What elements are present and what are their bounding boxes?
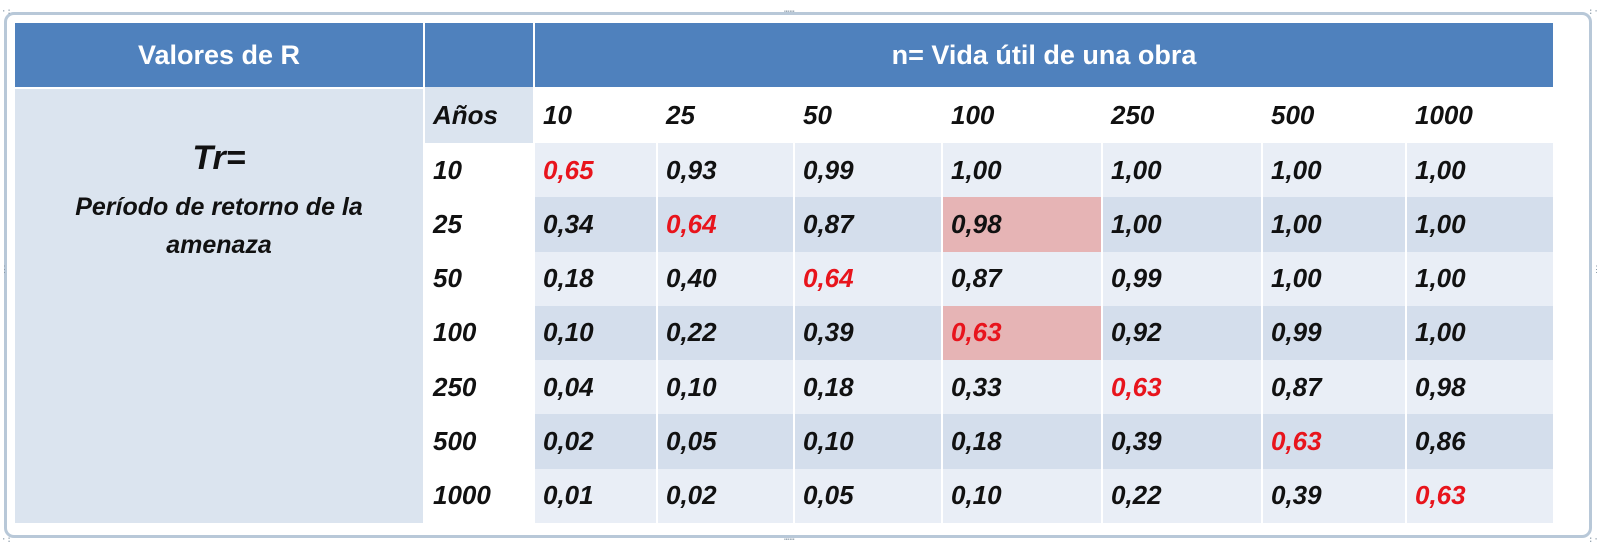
table-cell: 0,10: [535, 305, 656, 361]
table-cell: 0,63: [1263, 414, 1405, 469]
table-cell: 0,02: [658, 468, 793, 523]
row-header-tr: 25: [425, 197, 533, 252]
table-cell: 0,65: [535, 143, 656, 198]
right-resize-handle-icon[interactable]: ⋮: [1592, 265, 1600, 275]
tr-description: Período de retorno de la amenaza: [75, 193, 363, 259]
table-cell: 0,34: [535, 197, 656, 252]
table-cell: 0,02: [535, 414, 656, 469]
column-header-n: 1000: [1407, 87, 1553, 143]
values-of-r-table: Valores de R n= Vida útil de una obra Tr…: [15, 23, 1581, 531]
anos-label: Años: [425, 87, 533, 143]
bottom-right-corner-handle-icon[interactable]: :·: [1588, 535, 1599, 545]
table-cell: 1,00: [1407, 251, 1553, 306]
table-cell: 0,98: [1407, 360, 1553, 415]
row-header-tr: 100: [425, 305, 533, 361]
table-cell: 0,98: [943, 197, 1101, 252]
column-header-n: 100: [943, 87, 1101, 143]
table-cell: 0,87: [1263, 360, 1405, 415]
table-cell: 1,00: [1407, 143, 1553, 198]
table-cell: 0,86: [1407, 414, 1553, 469]
table-cell: 0,39: [1263, 468, 1405, 523]
tr-symbol: Tr=: [192, 139, 246, 177]
row-header-tr: 1000: [425, 468, 533, 523]
table-cell: 1,00: [1263, 143, 1405, 198]
table-cell: 1,00: [1263, 197, 1405, 252]
table-cell: 1,00: [1263, 251, 1405, 306]
table-cell: 0,99: [795, 143, 941, 198]
table-cell: 0,64: [658, 197, 793, 252]
header-vida-util: n= Vida útil de una obra: [535, 23, 1553, 87]
table-cell: 0,93: [658, 143, 793, 198]
table-cell: 0,10: [658, 360, 793, 415]
table-frame[interactable]: Valores de R n= Vida útil de una obra Tr…: [4, 12, 1592, 538]
table-cell: 0,39: [1103, 414, 1261, 469]
table-cell: 0,63: [1407, 468, 1553, 523]
table-cell: 1,00: [1407, 305, 1553, 361]
table-cell: 0,87: [943, 251, 1101, 306]
table-cell: 0,01: [535, 468, 656, 523]
table-cell: 0,05: [658, 414, 793, 469]
table-cell: 0,40: [658, 251, 793, 306]
bottom-left-corner-handle-icon[interactable]: ·:: [1, 535, 12, 545]
tr-label-cell: Tr= Período de retorno de la amenaza: [15, 89, 423, 523]
row-header-tr: 500: [425, 414, 533, 469]
table-cell: 0,99: [1103, 251, 1261, 306]
column-header-n: 25: [658, 87, 793, 143]
table-cell: 1,00: [943, 143, 1101, 198]
row-header-tr: 10: [425, 143, 533, 198]
bottom-resize-handle-icon[interactable]: ⋯⋯: [784, 535, 795, 545]
table-cell: 0,33: [943, 360, 1101, 415]
table-cell: 0,92: [1103, 305, 1261, 361]
row-header-tr: 50: [425, 251, 533, 306]
row-header-tr: 250: [425, 360, 533, 415]
column-header-n: 250: [1103, 87, 1261, 143]
table-cell: 0,10: [795, 414, 941, 469]
table-cell: 0,63: [1103, 360, 1261, 415]
header-valores-de-r: Valores de R: [15, 23, 423, 87]
table-cell: 0,63: [943, 305, 1101, 361]
table-cell: 0,04: [535, 360, 656, 415]
table-cell: 1,00: [1407, 197, 1553, 252]
table-cell: 0,18: [535, 251, 656, 306]
table-cell: 0,39: [795, 305, 941, 361]
left-resize-handle-icon[interactable]: ⋮: [0, 265, 9, 275]
column-header-n: 500: [1263, 87, 1405, 143]
table-cell: 0,99: [1263, 305, 1405, 361]
table-cell: 0,10: [943, 468, 1101, 523]
top-left-corner-handle-icon[interactable]: ·:: [1, 7, 12, 17]
table-cell: 0,22: [1103, 468, 1261, 523]
top-right-corner-handle-icon[interactable]: :·: [1588, 7, 1599, 17]
table-cell: 0,18: [943, 414, 1101, 469]
table-cell: 1,00: [1103, 197, 1261, 252]
column-header-n: 10: [535, 87, 656, 143]
table-cell: 0,22: [658, 305, 793, 361]
table-cell: 0,05: [795, 468, 941, 523]
table-cell: 0,18: [795, 360, 941, 415]
column-header-n: 50: [795, 87, 941, 143]
table-cell: 1,00: [1103, 143, 1261, 198]
header-blank-cell: [425, 23, 533, 87]
table-cell: 0,64: [795, 251, 941, 306]
table-cell: 0,87: [795, 197, 941, 252]
top-resize-handle-icon[interactable]: ⋯⋯: [784, 7, 795, 17]
